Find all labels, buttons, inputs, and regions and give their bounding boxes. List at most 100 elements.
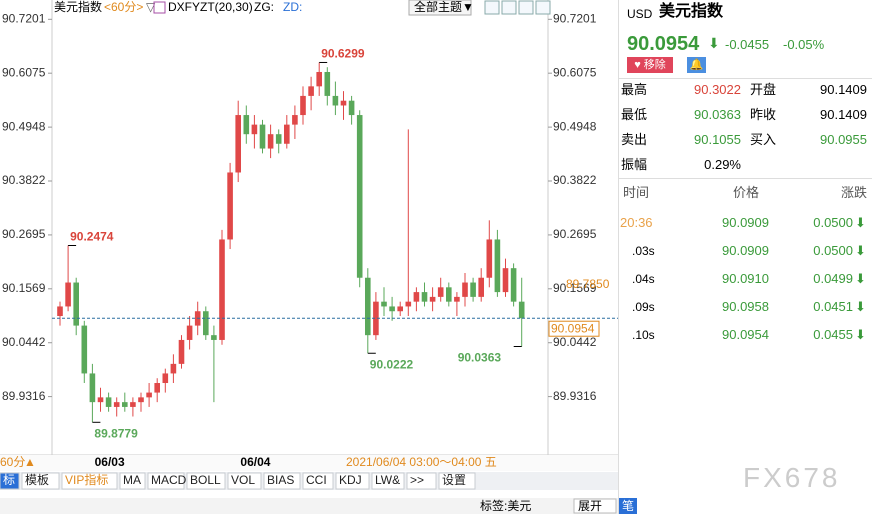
watermark: FX678 — [743, 462, 841, 493]
trade-arrow: ⬇ — [855, 271, 866, 286]
candle-body — [219, 239, 225, 340]
tab[interactable] — [438, 472, 476, 490]
candle-body — [316, 71, 322, 87]
tab-label[interactable]: >> — [410, 473, 424, 487]
candle-body — [154, 383, 160, 393]
stat-value: 90.1409 — [820, 82, 867, 97]
theme-button[interactable] — [408, 0, 472, 16]
tab[interactable] — [186, 472, 226, 490]
tab-label[interactable]: LW& — [375, 473, 400, 487]
tab-label[interactable]: BOLL — [190, 473, 221, 487]
y-tick-label: 90.1569 — [553, 281, 597, 295]
expand-button[interactable] — [573, 498, 617, 514]
tab-label[interactable]: 标 — [3, 473, 15, 487]
indicator-field: ZD: — [283, 0, 302, 14]
icon[interactable] — [535, 0, 551, 15]
trade-time: .09s — [632, 300, 655, 314]
candle-body — [486, 239, 493, 278]
divider — [619, 78, 872, 79]
candle-body — [502, 268, 509, 293]
candle-body — [146, 392, 152, 398]
candle-body — [113, 402, 120, 407]
trade-change: 0.0451 — [813, 299, 853, 314]
name: 美元指数 — [659, 3, 724, 20]
stat-value: 90.0363 — [694, 107, 741, 122]
y-tick-label: 90.7201 — [2, 11, 46, 25]
candle-body — [405, 301, 412, 307]
icon[interactable] — [501, 0, 517, 15]
code: USD — [627, 7, 653, 21]
candle-body — [235, 115, 241, 173]
candle-body — [308, 86, 314, 96]
tab[interactable] — [302, 472, 334, 490]
candle-body — [275, 134, 282, 144]
tab[interactable] — [263, 472, 301, 490]
indicator: DXFYZT(20,30) — [168, 0, 253, 14]
tab-label[interactable]: KDJ — [339, 473, 362, 487]
alert-button[interactable]: 🔔 — [687, 57, 706, 73]
tab-label[interactable]: CCI — [306, 473, 327, 487]
indicator-icon — [153, 1, 166, 14]
tab[interactable] — [371, 472, 405, 490]
candle-body — [211, 335, 217, 340]
expand-label: 展开 — [578, 499, 602, 513]
tab-label[interactable]: VIP指标 — [65, 472, 108, 487]
candle-body — [510, 268, 517, 302]
tab-label[interactable]: BIAS — [267, 473, 294, 487]
price: 90.0954 — [627, 33, 700, 55]
icon[interactable] — [518, 0, 534, 15]
tab-label[interactable]: 模板 — [25, 473, 49, 487]
candle-body — [300, 95, 306, 116]
candle-body — [203, 311, 209, 336]
candle-body — [97, 397, 104, 403]
time-bar — [0, 455, 618, 471]
tab[interactable] — [227, 472, 262, 490]
collapse[interactable]: ▲ — [24, 455, 36, 469]
trade-arrow: ⬇ — [855, 327, 866, 342]
y-tick-label: 90.4948 — [2, 119, 46, 133]
candle-body — [122, 402, 128, 407]
tab-label[interactable]: VOL — [231, 473, 255, 487]
period[interactable]: <60分> — [104, 0, 143, 14]
status-foot: 笔 — [619, 498, 637, 514]
tab-label[interactable]: MA — [123, 473, 141, 487]
stat-value: 90.1409 — [820, 107, 867, 122]
trade-time: .04s — [632, 272, 655, 286]
theme-label[interactable]: 全部主题▼ — [414, 0, 474, 14]
x-tick-label: 06/03 — [95, 455, 125, 469]
stat-value: 90.3022 — [694, 82, 741, 97]
y-tick-label: 90.7201 — [553, 11, 597, 25]
tab[interactable] — [406, 472, 437, 490]
tab[interactable] — [61, 472, 118, 490]
tab-label[interactable]: 设置 — [442, 473, 466, 487]
remove-label[interactable]: 移除 — [643, 59, 666, 71]
candle-body — [105, 397, 112, 407]
candle-body — [292, 115, 298, 125]
y-tick-label: 90.0442 — [2, 335, 46, 349]
candle-body — [178, 339, 185, 364]
trades-header: 价格 — [733, 185, 760, 200]
tab[interactable] — [0, 472, 20, 490]
stat-label: 最高 — [621, 82, 648, 97]
icon[interactable] — [484, 0, 500, 15]
tab-label[interactable]: MACD — [151, 473, 187, 487]
stat-value: 90.0955 — [820, 132, 867, 147]
tab[interactable] — [119, 472, 146, 490]
candle-body — [421, 292, 428, 302]
current-price-box — [548, 320, 600, 337]
candle-body — [470, 282, 476, 297]
y-tick-label: 90.0442 — [553, 335, 597, 349]
tab[interactable] — [335, 472, 370, 490]
x-tick-label: 06/04 — [240, 455, 270, 469]
trades-header: 涨跌 — [841, 185, 868, 200]
dropdown[interactable]: ▽ — [146, 0, 156, 14]
candle-body — [81, 325, 88, 374]
candle-body — [138, 397, 144, 403]
candle-body — [348, 100, 355, 116]
tab[interactable] — [21, 472, 60, 490]
tab[interactable] — [147, 472, 185, 490]
remove-button[interactable]: ♥ 移除 — [627, 57, 673, 73]
y-tick-label: 89.9316 — [553, 389, 597, 403]
trade-arrow: ⬇ — [855, 299, 866, 314]
trade-change: 0.0499 — [813, 271, 853, 286]
